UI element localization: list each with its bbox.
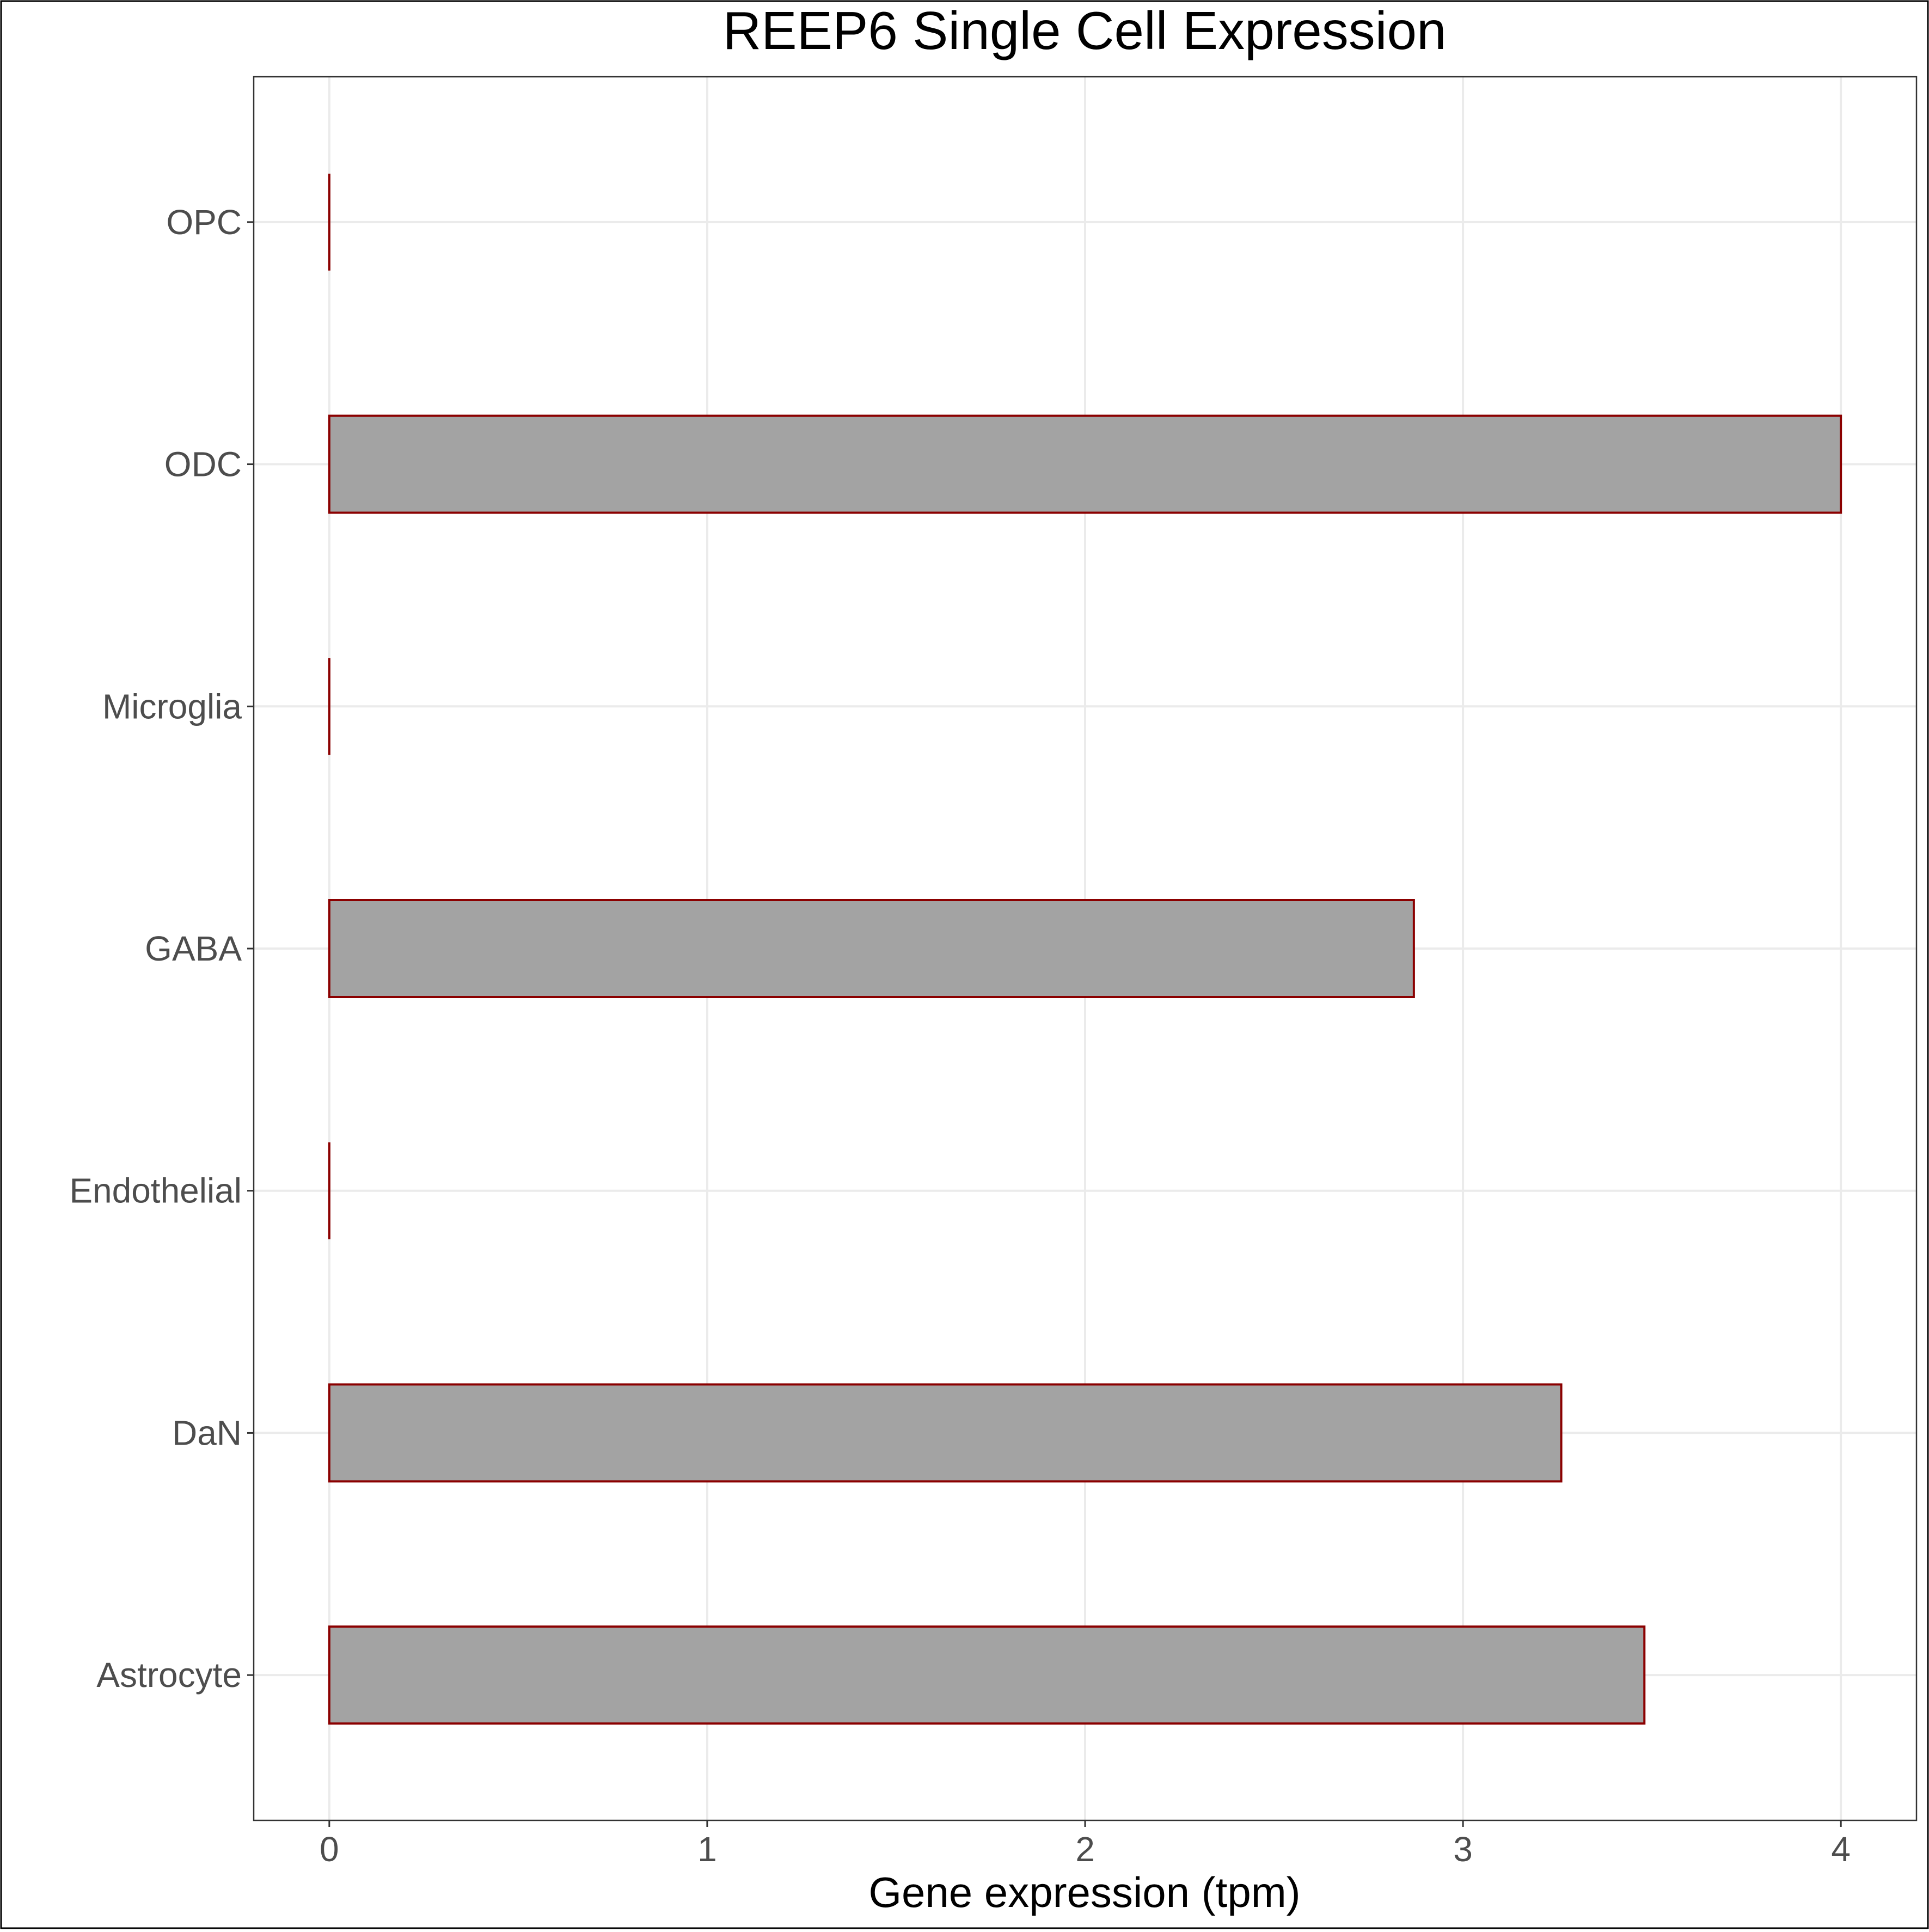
y-tick-label: Microglia [102,687,242,726]
y-axis-ticks: Astrocyte DaN Endothelial GABA Microglia ODC O… [69,203,254,1695]
x-tick-label: 2 [1075,1830,1095,1869]
x-axis-ticks: 0 1 2 3 4 [320,1820,1851,1869]
y-tick-label: ODC [164,445,242,484]
y-tick-label: Astrocyte [96,1655,242,1695]
bar-odc [328,414,1842,514]
y-tick-label: DaN [172,1413,242,1452]
x-axis-label: Gene expression (tpm) [868,1868,1300,1916]
y-tick-label: GABA [145,929,242,968]
x-tick-label: 4 [1831,1830,1851,1869]
x-tick-label: 3 [1453,1830,1473,1869]
bar-gaba [328,899,1415,998]
bars [328,173,1842,1725]
x-tick-label: 1 [697,1830,717,1869]
x-tick-label: 0 [320,1830,339,1869]
chart-title: REEP6 Single Cell Expression [722,1,1446,60]
bar-astrocyte [328,1625,1646,1725]
bar-dan [328,1383,1563,1483]
y-tick-label: OPC [166,203,242,242]
y-tick-label: Endothelial [69,1171,242,1210]
